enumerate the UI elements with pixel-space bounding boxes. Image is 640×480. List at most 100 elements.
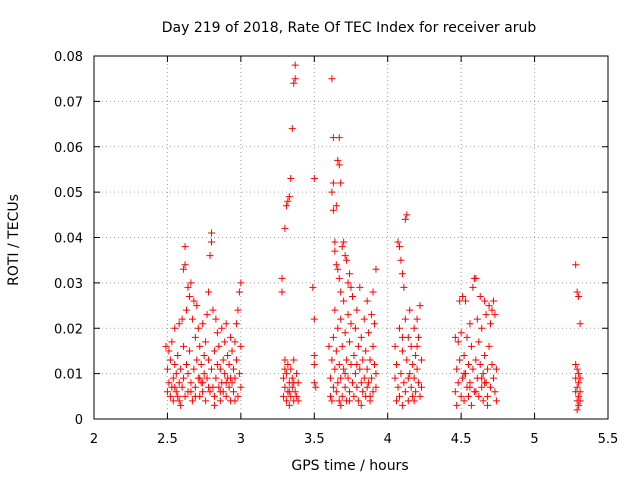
data-point: [288, 374, 296, 382]
data-point: [178, 315, 186, 323]
data-point: [353, 361, 361, 369]
data-point: [395, 392, 403, 400]
data-point: [312, 383, 320, 391]
data-point: [234, 392, 242, 400]
x-axis-label: GPS time / hours: [291, 458, 408, 474]
data-point: [360, 315, 368, 323]
data-point: [219, 356, 227, 364]
data-point: [370, 320, 378, 328]
data-point: [351, 324, 359, 332]
data-point: [171, 383, 179, 391]
y-tick-label: 0: [75, 413, 83, 428]
data-point: [409, 392, 417, 400]
data-point: [293, 370, 301, 378]
data-point: [206, 388, 214, 396]
data-point: [335, 274, 343, 282]
data-point: [332, 202, 340, 210]
data-point: [463, 333, 471, 341]
data-point: [469, 365, 477, 373]
data-point: [337, 315, 345, 323]
data-point: [207, 365, 215, 373]
data-point: [331, 306, 339, 314]
data-point: [354, 342, 362, 350]
data-point: [332, 347, 340, 355]
data-point: [575, 370, 583, 378]
data-point: [351, 370, 359, 378]
data-point: [460, 370, 468, 378]
data-point: [412, 351, 420, 359]
data-point: [194, 324, 202, 332]
data-point: [398, 333, 406, 341]
data-point: [453, 401, 461, 409]
data-point: [291, 388, 299, 396]
data-point: [225, 361, 233, 369]
data-point: [481, 297, 489, 305]
data-point: [350, 392, 358, 400]
data-point: [391, 342, 399, 350]
data-point: [290, 356, 298, 364]
data-point: [476, 292, 484, 300]
data-point: [481, 351, 489, 359]
data-point: [451, 333, 459, 341]
data-point: [365, 329, 373, 337]
data-point: [193, 356, 201, 364]
data-point: [357, 401, 365, 409]
data-point: [344, 374, 352, 382]
gridlines: [94, 56, 608, 419]
data-point: [415, 379, 423, 387]
data-point: [326, 392, 334, 400]
data-point: [329, 179, 337, 187]
data-point: [356, 283, 364, 291]
data-point: [576, 388, 584, 396]
data-point: [395, 324, 403, 332]
data-point: [369, 288, 377, 296]
data-point: [216, 397, 224, 405]
data-point: [175, 379, 183, 387]
data-point: [451, 388, 459, 396]
data-point: [459, 292, 467, 300]
data-point: [409, 361, 417, 369]
data-point: [572, 261, 580, 269]
data-point: [184, 370, 192, 378]
data-point: [492, 365, 500, 373]
data-point: [338, 243, 346, 251]
data-point: [335, 134, 343, 142]
data-point: [188, 397, 196, 405]
data-point: [467, 401, 475, 409]
data-point: [284, 197, 292, 205]
data-point: [279, 374, 287, 382]
data-point: [231, 397, 239, 405]
data-point: [393, 361, 401, 369]
data-point: [485, 342, 493, 350]
data-point: [401, 388, 409, 396]
data-point: [467, 342, 475, 350]
data-point: [397, 256, 405, 264]
data-point: [346, 397, 354, 405]
data-point: [484, 401, 492, 409]
data-point: [473, 315, 481, 323]
data-point: [369, 342, 377, 350]
data-point: [347, 320, 355, 328]
data-point: [205, 356, 213, 364]
data-point: [165, 379, 173, 387]
data-point: [454, 338, 462, 346]
data-point: [393, 397, 401, 405]
data-point: [372, 265, 380, 273]
data-point: [237, 342, 245, 350]
data-point: [284, 361, 292, 369]
data-point: [372, 370, 380, 378]
data-point: [337, 374, 345, 382]
data-point: [346, 270, 354, 278]
data-point: [395, 243, 403, 251]
data-point: [282, 202, 290, 210]
data-point: [453, 365, 461, 373]
data-point: [178, 383, 186, 391]
data-point: [353, 383, 361, 391]
data-point: [163, 388, 171, 396]
data-point: [573, 383, 581, 391]
data-point: [362, 347, 370, 355]
data-point: [347, 283, 355, 291]
data-point: [341, 252, 349, 260]
data-point: [487, 383, 495, 391]
data-point: [412, 388, 420, 396]
